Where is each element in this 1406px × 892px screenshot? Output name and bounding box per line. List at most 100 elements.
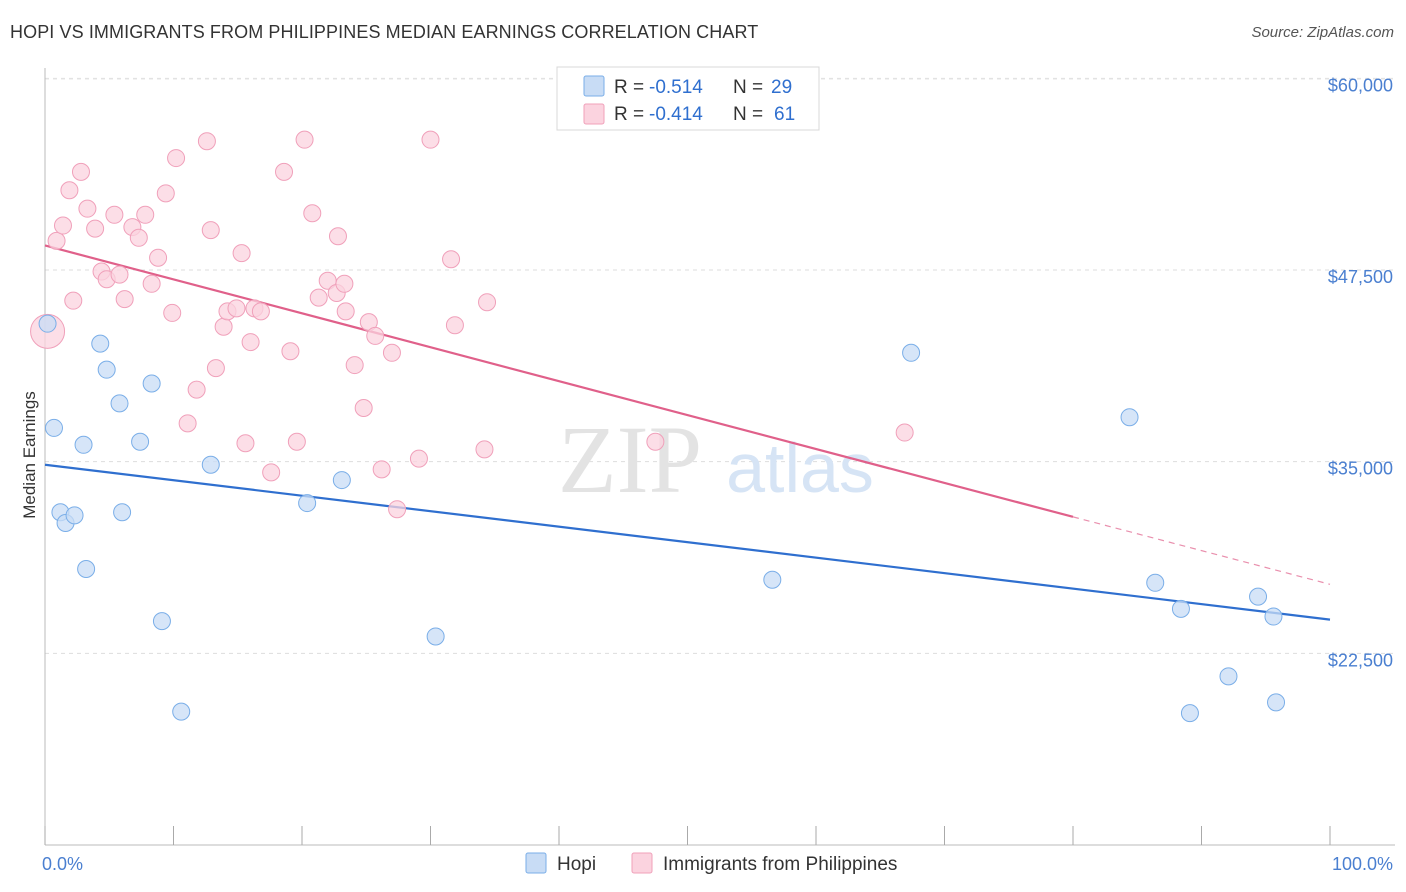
philippines-point xyxy=(197,132,216,151)
hopi-n-value: 29 xyxy=(771,77,792,98)
hopi-point xyxy=(902,343,921,362)
hopi-point xyxy=(298,494,317,513)
philippines-point xyxy=(336,302,355,321)
philippines-point xyxy=(328,227,347,246)
philippines-point xyxy=(227,299,246,318)
philippines-point xyxy=(105,205,124,224)
grid-lines xyxy=(45,77,1395,654)
data-points xyxy=(30,130,1286,723)
x-tick-label-min: 0.0% xyxy=(42,854,83,874)
philippines-point xyxy=(262,463,281,482)
hopi-point xyxy=(426,627,445,646)
chart-title: HOPI VS IMMIGRANTS FROM PHILIPPINES MEDI… xyxy=(10,22,759,42)
philippines-point xyxy=(115,290,134,309)
philippines-point xyxy=(163,303,182,322)
hopi-point xyxy=(1120,408,1139,427)
philippines-point xyxy=(372,460,391,479)
philippines-point xyxy=(156,184,175,203)
philippines-r-value: -0.414 xyxy=(649,104,703,125)
hopi-point xyxy=(763,570,782,589)
philippines-point xyxy=(53,216,72,235)
philippines-point xyxy=(442,250,461,269)
philippines-point xyxy=(86,219,105,238)
philippines-point xyxy=(167,149,186,168)
philippines-point xyxy=(895,423,914,442)
philippines-point xyxy=(201,221,220,240)
philippines-point xyxy=(129,228,148,247)
legend-philippines-swatch xyxy=(631,852,653,874)
hopi-point xyxy=(77,560,96,578)
philippines-point xyxy=(149,248,168,267)
hopi-point xyxy=(172,702,191,721)
hopi-point xyxy=(1267,693,1286,712)
hopi-point xyxy=(1264,607,1283,626)
x-tick-label-max: 100.0% xyxy=(1332,854,1393,874)
philippines-point xyxy=(178,414,197,433)
hopi-r-label: R = xyxy=(614,77,644,98)
philippines-point xyxy=(110,265,129,284)
philippines-point xyxy=(71,162,90,181)
philippines-point xyxy=(445,316,464,335)
philippines-point xyxy=(421,130,440,149)
hopi-n-label: N = xyxy=(733,77,763,98)
philippines-point xyxy=(478,293,497,312)
watermark: ZIP atlas xyxy=(558,406,874,513)
philippines-point xyxy=(409,449,428,468)
hopi-point xyxy=(1249,587,1268,606)
philippines-point xyxy=(287,432,306,451)
philippines-point xyxy=(64,291,83,310)
y-tick-label: $22,500 xyxy=(1328,650,1393,670)
philippines-point xyxy=(475,440,494,459)
legend-hopi-swatch xyxy=(525,852,547,874)
hopi-point xyxy=(113,503,132,522)
hopi-point xyxy=(142,374,161,393)
philippines-point xyxy=(232,244,251,263)
hopi-point xyxy=(91,334,110,353)
philippines-point xyxy=(275,162,294,181)
stats-legend: R = -0.514 N = 29 R = -0.414 N = 61 xyxy=(556,66,820,131)
hopi-point xyxy=(1180,704,1199,723)
philippines-point xyxy=(78,199,97,218)
philippines-point xyxy=(646,432,665,451)
hopi-point xyxy=(44,418,63,437)
hopi-point xyxy=(201,455,220,474)
hopi-point xyxy=(332,471,351,490)
hopi-point xyxy=(38,314,57,333)
hopi-point xyxy=(1146,573,1165,592)
philippines-trend-line xyxy=(44,244,1074,518)
philippines-n-label: N = xyxy=(733,104,763,125)
hopi-r-value: -0.514 xyxy=(649,77,703,98)
y-tick-label: $35,000 xyxy=(1328,459,1393,479)
philippines-point xyxy=(295,130,314,149)
philippines-point xyxy=(303,204,322,223)
hopi-point xyxy=(1219,667,1238,686)
philippines-point xyxy=(236,434,255,453)
philippines-swatch xyxy=(583,103,605,125)
hopi-swatch xyxy=(583,75,605,97)
philippines-trend-extension xyxy=(1072,516,1331,585)
philippines-point xyxy=(206,359,225,378)
philippines-point xyxy=(281,342,300,361)
philippines-point xyxy=(136,205,155,224)
series-legend: Hopi Immigrants from Philippines xyxy=(525,852,897,875)
philippines-point xyxy=(251,302,270,321)
legend-philippines-label: Immigrants from Philippines xyxy=(663,854,897,875)
watermark-zip: ZIP xyxy=(558,406,702,513)
hopi-point xyxy=(152,612,171,631)
philippines-point xyxy=(335,274,354,293)
philippines-point xyxy=(309,288,328,307)
watermark-atlas: atlas xyxy=(726,429,874,507)
hopi-point xyxy=(110,394,129,413)
hopi-point xyxy=(97,360,116,379)
philippines-point xyxy=(47,231,66,250)
hopi-trend-line xyxy=(44,463,1331,621)
philippines-point xyxy=(354,399,373,417)
tick-labels: $22,500 $35,000 $47,500 $60,000 0.0% 100.0% xyxy=(42,75,1393,874)
philippines-point xyxy=(214,317,233,336)
trend-lines xyxy=(44,244,1331,621)
philippines-point xyxy=(345,356,364,375)
philippines-point xyxy=(366,326,385,345)
philippines-n-value: 61 xyxy=(774,104,795,125)
y-tick-label: $47,500 xyxy=(1328,267,1393,287)
